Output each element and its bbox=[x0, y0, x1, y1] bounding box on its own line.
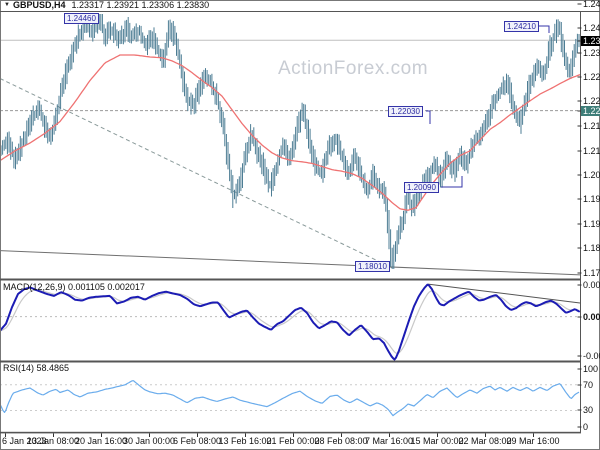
price-marker: 1.24210 bbox=[504, 21, 539, 32]
rsi-line bbox=[0, 380, 580, 417]
rsi-indicator-label: RSI(14) 58.4865 bbox=[3, 363, 70, 373]
x-axis-label: 29 Mar 16:00 bbox=[506, 436, 560, 446]
macd-lines bbox=[0, 283, 580, 361]
price-axis[interactable]: 1.24765 1.24150 1.23830 1.23520 1.22890 1.222… bbox=[581, 0, 600, 450]
x-axis-label: 7 Mar 16:00 bbox=[364, 436, 414, 446]
y-axis-label: 100 bbox=[583, 364, 599, 374]
watermark-text: ActionForex.com bbox=[278, 58, 429, 79]
moving-average-line bbox=[0, 54, 581, 211]
y-axis-label: 1.21645 bbox=[583, 121, 600, 131]
y-axis-label: 1.22030 bbox=[581, 106, 600, 116]
y-axis-label: 0.00 bbox=[583, 312, 600, 322]
x-axis-label: 13 Jan 08:00 bbox=[26, 436, 80, 446]
symbol-timeframe-label: GBPUSD,H4 bbox=[12, 0, 66, 10]
y-axis-label: 1.17895 bbox=[583, 268, 600, 278]
x-axis-label: 28 Feb 08:00 bbox=[314, 436, 368, 446]
y-axis-label: 1.19770 bbox=[583, 194, 600, 204]
y-axis-label: 1.19140 bbox=[583, 219, 600, 229]
y-axis-label: -0.009158 bbox=[583, 351, 600, 361]
price-marker: 1.20090 bbox=[404, 182, 439, 193]
x-axis-label: 15 Mar 00:00 bbox=[410, 436, 464, 446]
y-axis-label: 1.23520 bbox=[583, 48, 600, 58]
y-axis-label: 0.0069 bbox=[583, 280, 600, 290]
y-axis-label: 1.20400 bbox=[583, 170, 600, 180]
axis-ticks bbox=[5, 3, 582, 437]
x-axis-label: 21 Feb 00:00 bbox=[266, 436, 320, 446]
x-axis-label: 6 Feb 08:00 bbox=[172, 436, 222, 446]
price-marker: 1.18010 bbox=[355, 261, 390, 272]
candlestick-series bbox=[0, 14, 580, 269]
y-axis-label: 1.24150 bbox=[583, 23, 600, 33]
y-axis-label: 0 bbox=[583, 422, 589, 432]
y-axis-label: 1.23830 bbox=[581, 36, 600, 46]
y-axis-label: 1.24765 bbox=[583, 0, 600, 9]
x-axis-label: 22 Mar 08:00 bbox=[458, 436, 512, 446]
y-axis-label: 1.22890 bbox=[583, 72, 600, 82]
title-bar: ▼ GBPUSD,H4 1.23317 1.23921 1.23306 1.2383… bbox=[0, 0, 600, 11]
x-axis-label: 20 Jan 16:00 bbox=[74, 436, 128, 446]
marker-connectors bbox=[426, 25, 550, 188]
time-axis[interactable]: 6 Jan 2023 13 Jan 08:00 20 Jan 16:00 30 Jan… bbox=[0, 435, 600, 449]
trendlines bbox=[0, 78, 581, 304]
x-axis-label: 13 Feb 16:00 bbox=[218, 436, 272, 446]
price-marker: 1.22030 bbox=[388, 106, 423, 117]
level-lines bbox=[0, 39, 580, 411]
price-marker: 1.24460 bbox=[64, 13, 99, 24]
symbol-dropdown-icon[interactable]: ▼ bbox=[4, 2, 10, 8]
x-axis-label: 30 Jan 00:00 bbox=[122, 436, 176, 446]
macd-indicator-label: MACD(12,26,9) 0.001105 0.002017 bbox=[3, 282, 145, 292]
y-axis-label: 70 bbox=[583, 380, 594, 390]
x-axis-label: 6 Jan 2023 bbox=[2, 436, 47, 446]
y-axis-label: 1.22275 bbox=[583, 96, 600, 106]
ohlc-quote-values: 1.23317 1.23921 1.23306 1.23830 bbox=[71, 0, 210, 10]
y-axis-label: 30 bbox=[583, 405, 594, 415]
y-axis-label: 1.21015 bbox=[583, 146, 600, 156]
y-axis-label: 1.18525 bbox=[583, 243, 600, 253]
